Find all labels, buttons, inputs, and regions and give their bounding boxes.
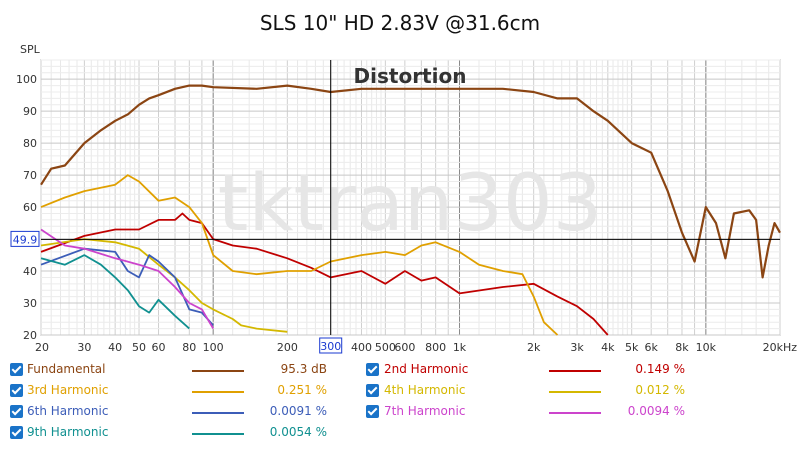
legend-checkbox-6th-harmonic[interactable] — [10, 405, 23, 418]
legend-swatch-3rd-harmonic — [192, 391, 244, 393]
x-tick-label: 8k — [675, 341, 689, 354]
legend-swatch-7th-harmonic — [549, 412, 601, 414]
legend-value-2nd-harmonic: 0.149 % — [635, 362, 685, 376]
legend-checkbox-9th-harmonic[interactable] — [10, 426, 23, 439]
grid-lines — [40, 59, 781, 336]
y-tick-label: 80 — [23, 137, 37, 150]
legend-row-3rd-harmonic: 3rd Harmonic 0.251 % — [0, 383, 800, 401]
cursor-x-box — [319, 337, 343, 354]
y-tick-label: 30 — [23, 297, 37, 310]
x-tick-label: 200 — [277, 341, 298, 354]
series-line-3rd-harmonic — [40, 174, 559, 336]
legend-value-9th-harmonic: 0.0054 % — [269, 425, 327, 439]
legend-value-fundamental: 95.3 dB — [280, 362, 327, 376]
x-tick-label: 100 — [203, 341, 224, 354]
legend-value-7th-harmonic: 0.0094 % — [627, 404, 685, 418]
distortion-annotation: Distortion — [354, 64, 467, 88]
x-tick-label: 80 — [182, 341, 196, 354]
plot-background — [40, 59, 781, 336]
legend-value-4th-harmonic: 0.012 % — [635, 383, 685, 397]
y-tick-label: 90 — [23, 105, 37, 118]
series-line-7th-harmonic — [40, 228, 214, 330]
x-tick-label: 4k — [601, 341, 615, 354]
y-tick-label: 20 — [23, 329, 37, 342]
legend-swatch-4th-harmonic — [549, 391, 601, 393]
legend-checkbox-7th-harmonic[interactable] — [366, 405, 379, 418]
legend-value-3rd-harmonic: 0.251 % — [277, 383, 327, 397]
legend-row-9th-harmonic: 9th Harmonic 0.0054 % — [0, 425, 800, 443]
legend-label-4th-harmonic: 4th Harmonic — [384, 383, 466, 397]
legend-swatch-9th-harmonic — [192, 433, 244, 435]
x-tick-label: 3k — [570, 341, 584, 354]
legend-row-6th-harmonic: 6th Harmonic 0.0091 % — [0, 404, 800, 422]
x-tick-label: 5k — [625, 341, 639, 354]
legend-checkbox-3rd-harmonic[interactable] — [10, 384, 23, 397]
x-tick-label: 40 — [108, 341, 122, 354]
legend-label-2nd-harmonic: 2nd Harmonic — [384, 362, 469, 376]
legend-value-6th-harmonic: 0.0091 % — [269, 404, 327, 418]
cursor-x-value: 300 — [320, 340, 341, 353]
x-tick-label: 1k — [453, 341, 467, 354]
x-tick-label: 20kHz — [763, 341, 798, 354]
y-axis-label: SPL — [20, 43, 41, 56]
legend-row-fundamental: Fundamental 95.3 dB — [0, 362, 800, 380]
y-tick-label: 60 — [23, 201, 37, 214]
y-tick-label: 100 — [16, 73, 37, 86]
x-tick-label: 800 — [425, 341, 446, 354]
x-tick-label: 60 — [152, 341, 166, 354]
legend-label-3rd-harmonic: 3rd Harmonic — [27, 383, 109, 397]
legend-row-4th-harmonic: 4th Harmonic 0.012 % — [0, 383, 800, 401]
x-tick-label: 30 — [77, 341, 91, 354]
legend-row-7th-harmonic: 7th Harmonic 0.0094 % — [0, 404, 800, 422]
x-tick-label: 50 — [132, 341, 146, 354]
x-tick-label: 10k — [696, 341, 717, 354]
series-line-fundamental — [40, 84, 781, 279]
x-tick-label: 600 — [394, 341, 415, 354]
x-tick-label: 500 — [375, 341, 396, 354]
cursor-y-value: 49.9 — [13, 233, 38, 246]
legend-label-fundamental: Fundamental — [27, 362, 106, 376]
watermark-text: tktran303 — [218, 159, 603, 249]
legend-swatch-2nd-harmonic — [549, 370, 601, 372]
x-tick-label: 20 — [35, 341, 49, 354]
y-tick-label: 40 — [23, 265, 37, 278]
legend-swatch-fundamental — [192, 370, 244, 372]
cursor-y-box — [10, 230, 40, 247]
series-line-4th-harmonic — [40, 238, 288, 333]
x-tick-label: 6k — [645, 341, 659, 354]
legend-checkbox-4th-harmonic[interactable] — [366, 384, 379, 397]
chart-title: SLS 10" HD 2.83V @31.6cm — [260, 11, 540, 35]
y-tick-labels: 2030405060708090100 — [16, 73, 37, 342]
legend-label-7th-harmonic: 7th Harmonic — [384, 404, 466, 418]
legend-label-9th-harmonic: 9th Harmonic — [27, 425, 109, 439]
series-line-2nd-harmonic — [40, 212, 609, 336]
legend-row-2nd-harmonic: 2nd Harmonic 0.149 % — [0, 362, 800, 380]
legend-swatch-6th-harmonic — [192, 412, 244, 414]
series-lines — [40, 84, 781, 336]
series-line-6th-harmonic — [40, 247, 214, 326]
plot-area — [40, 59, 781, 336]
legend-checkbox-fundamental[interactable] — [10, 363, 23, 376]
cursor-crosshair[interactable] — [41, 60, 780, 335]
legend-checkbox-2nd-harmonic[interactable] — [366, 363, 379, 376]
x-tick-label: 400 — [351, 341, 372, 354]
y-tick-label: 70 — [23, 169, 37, 182]
series-line-9th-harmonic — [40, 254, 190, 330]
cursor-labels: 49.9 300 — [10, 230, 343, 354]
legend-label-6th-harmonic: 6th Harmonic — [27, 404, 109, 418]
x-tick-label: 2k — [527, 341, 541, 354]
